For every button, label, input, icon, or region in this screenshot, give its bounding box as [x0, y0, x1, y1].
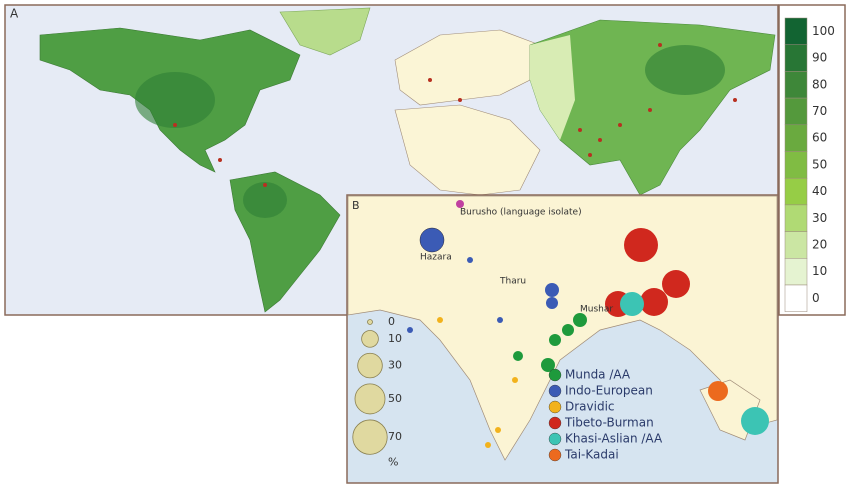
marker — [513, 351, 523, 361]
marker — [708, 381, 728, 401]
panel-b: B Burusho (language isolate) Hazara Thar… — [346, 194, 779, 484]
size-legend-label: 30 — [388, 359, 402, 372]
marker — [620, 292, 644, 316]
size-legend-label: 50 — [388, 392, 402, 405]
site — [598, 138, 602, 142]
greenland — [279, 7, 371, 56]
size-legend-unit: % — [388, 455, 398, 468]
size-legend-circle — [361, 330, 379, 348]
marker — [562, 324, 574, 336]
marker — [512, 377, 518, 383]
scale-label: 20 — [812, 237, 827, 251]
legend-label: Indo-European — [565, 384, 653, 398]
scale-swatch — [784, 231, 808, 259]
size-legend-label: 70 — [388, 430, 402, 443]
marker — [419, 227, 445, 253]
scale-label: 50 — [812, 157, 827, 171]
marker — [407, 327, 413, 333]
annotation: Hazara — [420, 253, 452, 263]
size-legend-circle — [354, 383, 386, 415]
marker — [624, 228, 658, 262]
sample-sites — [173, 43, 737, 187]
panel-label: A — [10, 7, 19, 21]
site — [218, 158, 222, 162]
site — [263, 183, 267, 187]
legend-label: Tibeto-Burman — [564, 416, 654, 430]
legend-label: Dravidic — [565, 400, 615, 414]
size-legend-circle — [367, 319, 373, 325]
legend-swatch — [548, 384, 562, 398]
site — [578, 128, 582, 132]
marker — [573, 313, 587, 327]
marker — [456, 200, 464, 208]
size-legend-label: 0 — [388, 315, 395, 328]
legend-swatch — [548, 400, 562, 414]
site — [173, 123, 177, 127]
site — [428, 78, 432, 82]
legend-label: Munda /AA — [565, 368, 631, 382]
scale-swatch — [784, 151, 808, 179]
size-legend-circle — [352, 419, 388, 455]
marker — [437, 317, 443, 323]
scale-swatch — [784, 204, 808, 232]
scale-swatch — [784, 284, 808, 312]
marker — [497, 317, 503, 323]
scale-label: 0 — [812, 291, 820, 305]
asia-west — [530, 35, 575, 140]
marker — [541, 358, 555, 372]
marker — [741, 407, 769, 435]
scale-label: 80 — [812, 77, 827, 91]
legend-swatch — [548, 368, 562, 382]
marker — [546, 297, 558, 309]
marker — [549, 334, 561, 346]
legend-label: Tai-Kadai — [564, 448, 619, 462]
marker — [640, 288, 668, 316]
europe — [394, 29, 541, 106]
scale-swatch — [784, 97, 808, 126]
site — [648, 108, 652, 112]
scale-label: 30 — [812, 211, 827, 225]
legend-swatch — [548, 416, 562, 430]
annotation: Tharu — [499, 277, 526, 287]
site — [458, 98, 462, 102]
legend-swatch — [548, 448, 562, 462]
scale-label: 100 — [812, 24, 835, 38]
site — [618, 123, 622, 127]
scale-label: 90 — [812, 51, 827, 65]
size-legend-label: 10 — [388, 332, 402, 345]
scale-swatch — [784, 177, 808, 206]
size-legend-circle — [357, 352, 383, 379]
annotation: Burusho (language isolate) — [460, 208, 582, 218]
population-markers — [407, 200, 769, 448]
scale-swatch — [784, 44, 808, 72]
marker — [662, 270, 690, 298]
africa — [394, 104, 541, 196]
scale-swatch — [784, 258, 808, 286]
panel-a: A — [4, 4, 779, 316]
shade — [645, 45, 725, 95]
shade — [243, 182, 287, 218]
marker — [467, 257, 473, 263]
legend-swatch — [548, 432, 562, 446]
marker — [545, 283, 559, 297]
site — [658, 43, 662, 47]
shade — [135, 72, 215, 128]
scale-label: 40 — [812, 184, 827, 198]
marker — [495, 427, 501, 433]
panel-label: B — [352, 199, 360, 212]
marker — [485, 442, 491, 448]
scale-swatch — [784, 17, 808, 45]
legend-label: Khasi-Aslian /AA — [565, 432, 663, 446]
scale-swatch — [784, 71, 808, 99]
annotation: Mushar — [580, 305, 613, 315]
scale-label: 60 — [812, 131, 827, 145]
scale-label: 10 — [812, 264, 827, 278]
scale-label: 70 — [812, 104, 827, 118]
site — [588, 153, 592, 157]
site — [733, 98, 737, 102]
scale-swatch — [784, 124, 808, 152]
